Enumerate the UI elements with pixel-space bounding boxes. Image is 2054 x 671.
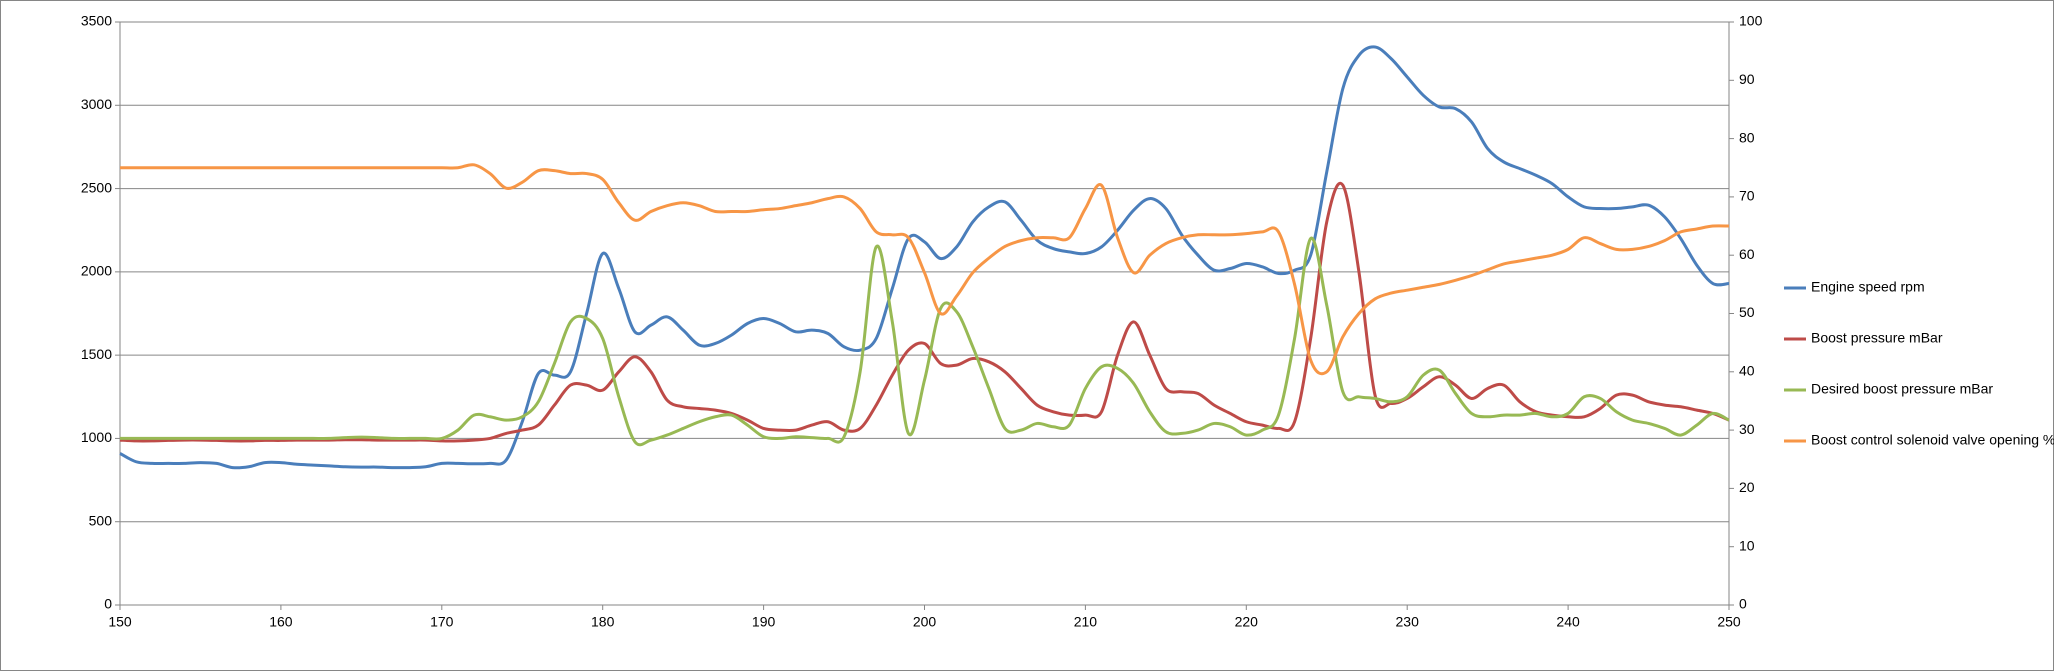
series-line: [119, 45, 1730, 470]
legend-label: Desired boost pressure mBar: [1811, 381, 1993, 397]
y2-tick-label: 90: [1739, 71, 1755, 87]
y-tick-label: 1000: [81, 429, 112, 445]
y2-tick-label: 20: [1739, 479, 1755, 495]
x-tick-label: 160: [269, 614, 293, 630]
x-tick-label: 230: [1396, 614, 1420, 630]
x-tick-label: 170: [430, 614, 454, 630]
y2-tick-label: 0: [1739, 596, 1747, 612]
y-tick-label: 2500: [81, 179, 112, 195]
y-tick-label: 2000: [81, 263, 112, 279]
y2-tick-label: 50: [1739, 304, 1755, 320]
y2-tick-label: 60: [1739, 246, 1755, 262]
y2-tick-label: 40: [1739, 363, 1755, 379]
y2-tick-label: 10: [1739, 537, 1755, 553]
x-tick-label: 200: [913, 614, 937, 630]
x-tick-label: 220: [1235, 614, 1259, 630]
y2-tick-label: 30: [1739, 421, 1755, 437]
y-tick-label: 1500: [81, 346, 112, 362]
legend-label: Boost control solenoid valve opening %: [1811, 432, 2054, 448]
legend-label: Engine speed rpm: [1811, 279, 1925, 295]
series-line: [120, 237, 1730, 447]
y-tick-label: 3000: [81, 96, 112, 112]
series-line: [120, 163, 1730, 376]
series-line: [119, 181, 1730, 443]
y2-tick-label: 70: [1739, 188, 1755, 204]
x-tick-label: 150: [108, 614, 132, 630]
legend-label: Boost pressure mBar: [1811, 330, 1943, 346]
x-tick-label: 250: [1717, 614, 1741, 630]
y2-tick-label: 100: [1739, 13, 1763, 29]
y2-tick-label: 80: [1739, 129, 1755, 145]
y-tick-label: 500: [89, 512, 113, 528]
y-tick-label: 0: [104, 596, 112, 612]
x-tick-label: 190: [752, 614, 776, 630]
x-tick-label: 210: [1074, 614, 1098, 630]
y-tick-label: 3500: [81, 13, 112, 29]
x-tick-label: 240: [1556, 614, 1580, 630]
x-tick-label: 180: [591, 614, 615, 630]
